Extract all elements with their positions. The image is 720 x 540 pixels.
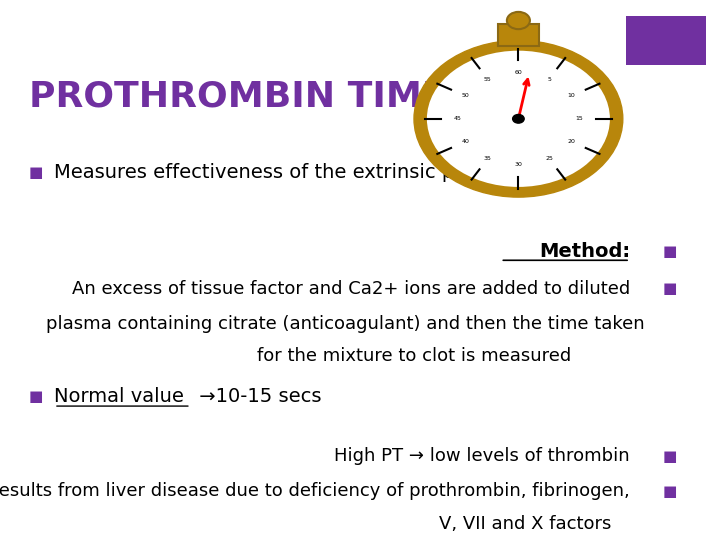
Text: 10: 10 — [567, 93, 575, 98]
Circle shape — [513, 114, 524, 123]
Text: V, VII and X factors: V, VII and X factors — [439, 515, 612, 533]
Text: 40: 40 — [462, 139, 469, 144]
Circle shape — [425, 49, 612, 189]
Text: Normal value: Normal value — [54, 387, 184, 407]
Text: ■: ■ — [662, 449, 677, 464]
Text: An excess of tissue factor and Ca2+ ions are added to diluted: An excess of tissue factor and Ca2+ ions… — [72, 280, 630, 298]
Text: ■: ■ — [662, 281, 677, 296]
Text: →10-15 secs: →10-15 secs — [193, 387, 321, 407]
Text: ■: ■ — [29, 389, 43, 404]
Circle shape — [507, 12, 530, 29]
Text: 5: 5 — [547, 77, 551, 82]
Text: ■: ■ — [662, 244, 677, 259]
Text: PROTHROMBIN TIME (PT): PROTHROMBIN TIME (PT) — [29, 80, 543, 114]
Text: Measures effectiveness of the extrinsic pathway: Measures effectiveness of the extrinsic … — [54, 163, 526, 183]
Circle shape — [414, 40, 623, 197]
Text: 35: 35 — [484, 156, 492, 161]
Text: Method:: Method: — [539, 241, 630, 261]
FancyBboxPatch shape — [498, 24, 539, 46]
Text: 55: 55 — [484, 77, 492, 82]
Text: Results from liver disease due to deficiency of prothrombin, fibrinogen,: Results from liver disease due to defici… — [0, 482, 630, 501]
FancyBboxPatch shape — [626, 16, 706, 65]
Text: 50: 50 — [462, 93, 469, 98]
Text: ■: ■ — [29, 165, 43, 180]
Text: 60: 60 — [515, 70, 522, 76]
Text: 30: 30 — [515, 162, 522, 167]
Text: ■: ■ — [662, 484, 677, 499]
Text: High PT → low levels of thrombin: High PT → low levels of thrombin — [334, 447, 630, 465]
Text: 45: 45 — [454, 116, 461, 122]
Text: 25: 25 — [545, 156, 553, 161]
Text: 15: 15 — [576, 116, 583, 122]
Text: for the mixture to clot is measured: for the mixture to clot is measured — [257, 347, 571, 366]
Text: 20: 20 — [567, 139, 575, 144]
Text: plasma containing citrate (anticoagulant) and then the time taken: plasma containing citrate (anticoagulant… — [46, 315, 645, 333]
